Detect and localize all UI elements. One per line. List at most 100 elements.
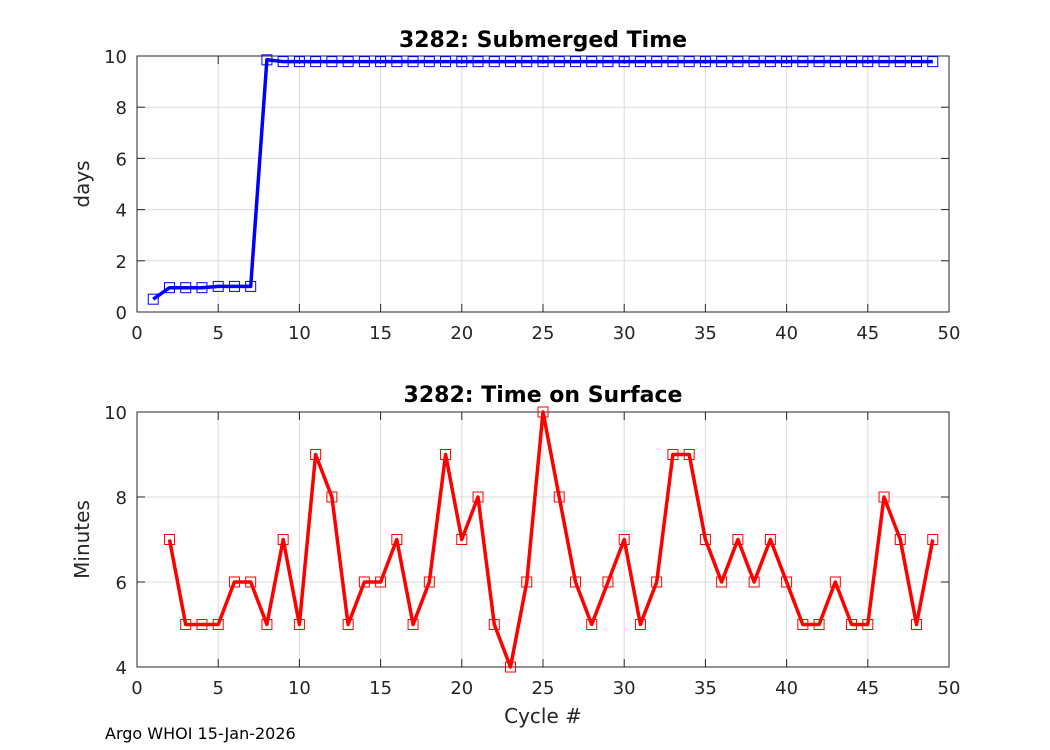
data-point-marker <box>911 619 923 630</box>
data-point-marker <box>472 491 484 503</box>
y-tick-label: 4 <box>116 201 127 222</box>
x-tick-label: 10 <box>288 678 311 699</box>
data-point-marker <box>846 619 858 630</box>
data-point-marker <box>391 56 403 68</box>
data-point-marker <box>310 449 322 460</box>
y-tick-label: 4 <box>116 658 127 679</box>
submerged-time-plot: 0 5 10 15 20 25 30 35 40 45 50 0 2 4 6 8 10 3282: Submerg… <box>70 28 960 344</box>
x-tick-label: 5 <box>212 323 223 344</box>
data-point-marker <box>602 576 614 588</box>
x-tick-label: 45 <box>856 678 879 699</box>
x-tick-label: 40 <box>775 323 798 344</box>
x-tick-label: 50 <box>938 678 961 699</box>
series-line <box>167 410 935 669</box>
data-point-marker <box>894 56 906 68</box>
data-point-marker <box>277 534 289 545</box>
data-point-marker <box>781 576 793 588</box>
x-tick-label: 25 <box>532 678 555 699</box>
y-tick-label: 6 <box>116 149 127 170</box>
data-point-marker <box>829 576 841 588</box>
data-point-marker <box>748 576 760 588</box>
data-point-marker <box>813 56 825 68</box>
data-point-marker <box>245 280 257 292</box>
x-tick-label: 30 <box>613 323 636 344</box>
data-point-marker <box>716 56 728 68</box>
footer-credit: Argo WHOI 15-Jan-2026 <box>105 724 296 743</box>
y-tick-label: 6 <box>116 573 127 594</box>
data-point-marker <box>261 619 273 630</box>
data-point-marker <box>228 576 240 588</box>
x-tick-label: 20 <box>450 323 473 344</box>
x-tick-label: 0 <box>131 678 142 699</box>
data-point-marker <box>196 282 208 294</box>
x-tick-label: 45 <box>856 323 879 344</box>
surface-time-plot: 0 5 10 15 20 25 30 35 40 45 50 4 6 8 10 3282: Time on S… <box>70 383 960 728</box>
x-tick-label: 10 <box>288 323 311 344</box>
data-point-marker <box>180 619 192 630</box>
y-tick-label: 8 <box>116 98 127 119</box>
data-point-marker <box>683 449 695 460</box>
x-tick-label: 30 <box>613 678 636 699</box>
data-point-marker <box>423 56 435 68</box>
data-point-marker <box>407 56 419 68</box>
data-point-marker <box>732 534 744 545</box>
data-point-marker <box>342 56 354 68</box>
data-point-marker <box>326 56 338 68</box>
chart-title: 3282: Time on Surface <box>404 383 683 408</box>
data-point-marker <box>651 56 663 68</box>
data-point-marker <box>651 576 663 588</box>
data-point-marker <box>699 534 711 545</box>
data-point-marker <box>846 56 858 68</box>
data-point-marker <box>261 54 273 66</box>
y-tick-label: 10 <box>104 403 127 424</box>
data-point-marker <box>228 280 240 292</box>
x-tick-label: 50 <box>938 323 961 344</box>
data-point-marker <box>163 282 175 294</box>
y-tick-label: 8 <box>116 488 127 509</box>
data-point-marker <box>537 406 549 418</box>
y-axis-label: Minutes <box>70 500 94 579</box>
data-point-marker <box>586 56 598 68</box>
data-point-marker <box>586 619 598 630</box>
data-point-marker <box>375 56 387 68</box>
data-point-marker <box>342 619 354 630</box>
data-point-marker <box>878 56 890 68</box>
data-point-marker <box>147 293 159 305</box>
data-point-marker <box>911 56 923 68</box>
data-point-marker <box>488 56 500 68</box>
data-point-marker <box>781 56 793 68</box>
data-point-marker <box>764 56 776 68</box>
data-point-marker <box>310 56 322 68</box>
data-point-marker <box>829 56 841 68</box>
data-point-marker <box>699 56 711 68</box>
series-line <box>152 58 933 301</box>
data-point-marker <box>505 56 517 68</box>
data-point-marker <box>293 619 305 630</box>
data-point-marker <box>521 576 533 588</box>
y-axis-label: days <box>70 160 94 207</box>
data-point-marker <box>813 619 825 630</box>
data-point-marker <box>553 56 565 68</box>
data-point-marker <box>862 619 874 630</box>
x-tick-label: 35 <box>694 678 717 699</box>
y-tick-label: 2 <box>116 252 127 273</box>
data-point-marker <box>618 534 630 545</box>
x-tick-label: 0 <box>131 323 142 344</box>
data-point-marker <box>358 56 370 68</box>
data-point-marker <box>456 534 468 545</box>
data-point-marker <box>683 56 695 68</box>
x-axis-label: Cycle # <box>504 704 582 728</box>
data-point-marker <box>505 661 517 673</box>
x-tick-label: 35 <box>694 323 717 344</box>
x-tick-label: 25 <box>532 323 555 344</box>
data-point-marker <box>797 619 809 630</box>
y-tick-label: 0 <box>116 303 127 324</box>
data-point-marker <box>537 56 549 68</box>
chart-title: 3282: Submerged Time <box>399 28 687 53</box>
data-point-marker <box>927 534 939 545</box>
data-point-marker <box>618 56 630 68</box>
data-point-marker <box>667 449 679 460</box>
data-point-marker <box>764 534 776 545</box>
y-tick-label: 10 <box>104 47 127 68</box>
